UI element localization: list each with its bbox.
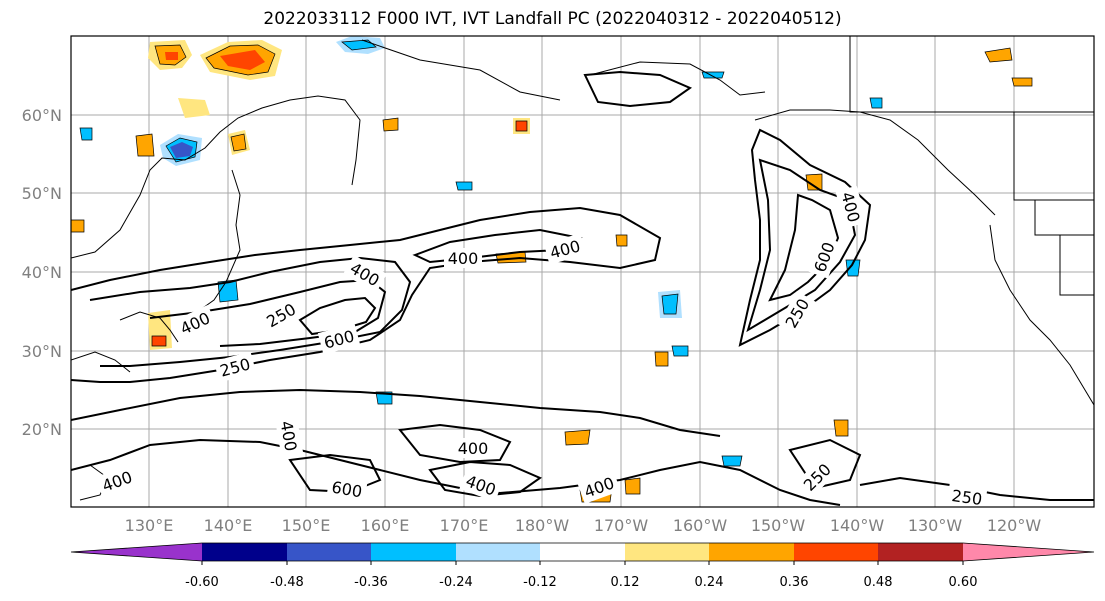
lat-label: 60°N xyxy=(22,106,62,125)
colorbar-swatch xyxy=(71,543,202,561)
contour-label: 250 xyxy=(950,486,983,509)
lon-label: 140°W xyxy=(830,516,885,535)
lon-label: 150°W xyxy=(751,516,806,535)
positive-pc-blob xyxy=(148,40,192,70)
contour-label: 400 xyxy=(463,471,498,499)
graticule xyxy=(71,36,1094,507)
lon-label: 160°W xyxy=(673,516,728,535)
lon-label: 130°E xyxy=(125,516,174,535)
colorbar xyxy=(70,542,1095,565)
latitude-labels: 60°N 50°N 40°N 30°N 20°N xyxy=(22,106,62,439)
contour-labels: 400 400 400 250 600 400 250 400 400 400 … xyxy=(95,185,988,509)
lat-label: 40°N xyxy=(22,263,62,282)
lon-label: 160°E xyxy=(361,516,410,535)
colorbar-swatch xyxy=(794,543,878,561)
colorbar-swatch xyxy=(456,543,540,561)
colorbar-swatch xyxy=(963,543,1094,561)
contour-label: 400 xyxy=(458,439,489,458)
colorbar-swatch xyxy=(202,543,287,561)
contour-label: 400 xyxy=(100,467,135,495)
lon-label: 150°E xyxy=(282,516,331,535)
map-title: 2022033112 F000 IVT, IVT Landfall PC (20… xyxy=(263,9,842,29)
colorbar-swatch xyxy=(540,543,625,561)
colorbar-tick-label: 0.12 xyxy=(611,575,640,590)
contour-label: 600 xyxy=(322,326,356,352)
colorbar-swatch xyxy=(371,543,456,561)
lon-label: 130°W xyxy=(908,516,963,535)
lon-label: 170°W xyxy=(594,516,649,535)
coastlines xyxy=(71,36,1094,501)
negative-pc-blob xyxy=(160,134,202,166)
lat-label: 20°N xyxy=(22,420,62,439)
contour-label: 400 xyxy=(448,249,479,268)
lat-label: 30°N xyxy=(22,342,62,361)
colorbar-tick-label: -0.24 xyxy=(439,575,473,590)
positive-pc-blob xyxy=(71,47,1033,503)
colorbar-tick-label: 0.48 xyxy=(864,575,893,590)
contour-label: 400 xyxy=(548,236,582,262)
colorbar-tick-label: -0.48 xyxy=(270,575,304,590)
lon-label: 180°W xyxy=(515,516,570,535)
colorbar-swatch xyxy=(625,543,709,561)
lon-label: 120°W xyxy=(987,516,1042,535)
colorbar-tick-label: -0.36 xyxy=(354,575,388,590)
colorbar-ticks: -0.60 -0.48 -0.36 -0.24 -0.12 0.12 0.24 … xyxy=(185,575,977,590)
colorbar-tick-label: -0.60 xyxy=(185,575,219,590)
colorbar-tick-label: 0.36 xyxy=(780,575,809,590)
colorbar-tick-label: 0.60 xyxy=(949,575,978,590)
map-area: 400 400 400 250 600 400 250 400 400 400 … xyxy=(71,36,1094,509)
contour-label: 400 xyxy=(582,473,617,501)
lat-label: 50°N xyxy=(22,184,62,203)
colorbar-swatch xyxy=(287,543,371,561)
pc-shading xyxy=(71,36,1033,503)
longitude-labels: 130°E 140°E 150°E 160°E 170°E 180°W 170°… xyxy=(125,516,1042,535)
colorbar-tick-label: -0.12 xyxy=(523,575,557,590)
negative-pc-blob xyxy=(79,71,883,467)
lon-label: 140°E xyxy=(204,516,253,535)
negative-pc-blob xyxy=(336,36,385,54)
map-frame xyxy=(70,35,1095,508)
positive-pc-blob xyxy=(200,40,282,80)
colorbar-tick-label: 0.24 xyxy=(695,575,724,590)
lon-label: 170°E xyxy=(440,516,489,535)
colorbar-swatch xyxy=(709,543,794,561)
colorbar-swatch xyxy=(878,543,963,561)
